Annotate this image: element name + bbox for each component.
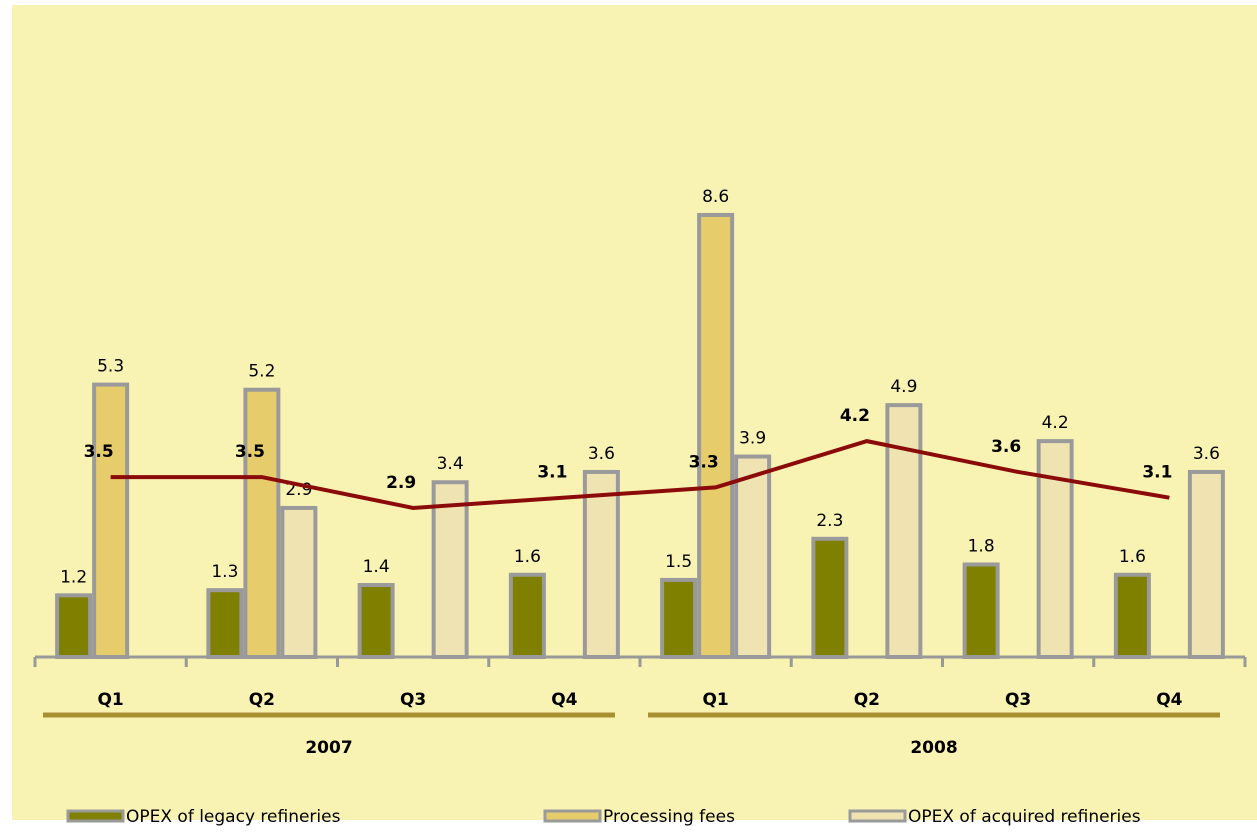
line-label: 4.2 — [840, 406, 870, 426]
x-tick-label: Q1 — [702, 690, 728, 710]
bar — [885, 403, 923, 660]
bar — [1036, 439, 1074, 659]
x-tick-label: Q2 — [854, 690, 880, 710]
bar — [508, 572, 546, 660]
chart-background — [12, 5, 1257, 820]
legend-label: OPEX of acquired refineries — [908, 807, 1141, 827]
line-label: 3.1 — [537, 463, 567, 483]
legend-label: Processing fees — [603, 807, 735, 827]
bar — [697, 212, 735, 660]
data-label: 2.3 — [816, 511, 843, 531]
bar — [55, 593, 93, 660]
line-label: 2.9 — [386, 473, 416, 493]
data-label: 3.6 — [1193, 444, 1220, 464]
bar — [280, 505, 318, 659]
bar — [92, 382, 130, 659]
data-label: 3.9 — [739, 429, 766, 449]
line — [110, 439, 1170, 510]
bar — [582, 469, 620, 659]
data-label: 1.6 — [514, 547, 541, 567]
bar — [660, 577, 698, 660]
line-label: 3.5 — [235, 442, 265, 462]
data-label: 4.2 — [1042, 413, 1069, 433]
bar — [243, 387, 281, 659]
data-label: 5.2 — [248, 362, 275, 382]
data-label: 5.3 — [97, 357, 124, 377]
group-label: 2008 — [910, 738, 957, 758]
bar — [431, 480, 469, 659]
legend-swatch — [848, 809, 907, 823]
bar — [206, 588, 244, 659]
x-tick-label: Q1 — [97, 690, 123, 710]
data-label: 1.5 — [665, 552, 692, 572]
x-tick-label: Q3 — [400, 690, 426, 710]
legend-label: OPEX of legacy refineries — [126, 807, 341, 827]
line-label: 3.3 — [689, 452, 719, 472]
bar — [962, 562, 1000, 659]
x-tick-label: Q3 — [1005, 690, 1031, 710]
line-label: 3.6 — [991, 437, 1021, 457]
x-tick-label: Q4 — [551, 690, 577, 710]
legend-swatch — [66, 809, 125, 823]
data-label: 1.6 — [1119, 547, 1146, 567]
data-label: 1.4 — [363, 557, 390, 577]
data-label: 1.2 — [60, 567, 87, 587]
bar — [811, 536, 849, 660]
data-label: 4.9 — [890, 377, 917, 397]
data-label: 3.4 — [437, 454, 464, 474]
data-label: 1.8 — [968, 536, 995, 556]
x-tick-label: Q4 — [1156, 690, 1182, 710]
x-tick-label: Q2 — [249, 690, 275, 710]
data-label: 1.3 — [211, 562, 238, 582]
line-label: 3.5 — [84, 442, 114, 462]
data-label: 8.6 — [702, 187, 729, 207]
bar — [1113, 572, 1151, 660]
bar — [1187, 469, 1225, 659]
legend-swatch — [543, 809, 602, 823]
bar — [357, 583, 395, 659]
line-label: 3.1 — [1142, 463, 1172, 483]
group-label: 2007 — [305, 738, 352, 758]
data-label: 3.6 — [588, 444, 615, 464]
bar — [734, 454, 772, 660]
